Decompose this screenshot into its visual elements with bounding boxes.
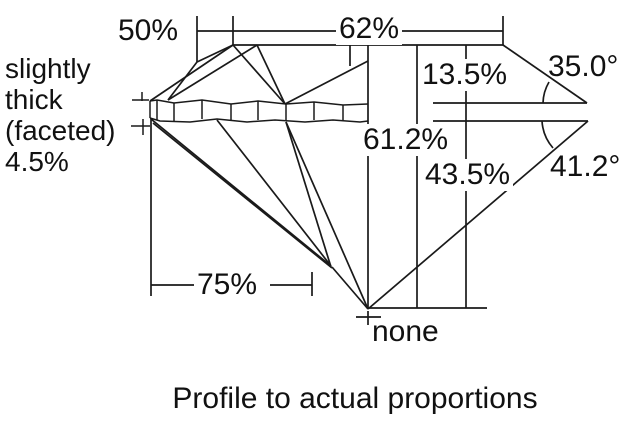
pavilion-angle-wedge bbox=[367, 120, 589, 310]
crown-angle-wedge bbox=[502, 44, 588, 104]
pavilion-angle-label: 41.2° bbox=[550, 150, 621, 183]
diagram-caption: Profile to actual proportions bbox=[172, 382, 538, 415]
girdle-plane-lines bbox=[433, 102, 588, 122]
table-size-label: 62% bbox=[336, 13, 403, 45]
total-depth-label: 61.2% bbox=[360, 124, 452, 156]
girdle-thickness-line4: 4.5% bbox=[5, 146, 69, 178]
girdle-thickness-line3: (faceted) bbox=[5, 115, 116, 147]
girdle-thickness-line1: slightly bbox=[5, 53, 91, 84]
lower-girdle-bracket bbox=[150, 118, 313, 296]
crown-height-label: 13.5% bbox=[419, 59, 511, 91]
star-length-bracket bbox=[196, 16, 234, 62]
pavilion-depth-label: 43.5% bbox=[422, 159, 514, 191]
culet-label: none bbox=[372, 315, 439, 348]
girdle-band bbox=[149, 99, 369, 123]
girdle-thickness-ticks bbox=[131, 92, 150, 135]
lower-girdle-label: 75% bbox=[194, 269, 261, 301]
girdle-thickness-label: slightly thick (faceted) 4.5% bbox=[5, 53, 116, 177]
star-length-label: 50% bbox=[118, 14, 179, 47]
crown-angle-label: 35.0° bbox=[548, 50, 619, 83]
girdle-thickness-line2: thick bbox=[5, 84, 63, 116]
culet-baseline bbox=[356, 307, 487, 325]
pavilion-facets bbox=[150, 118, 369, 310]
